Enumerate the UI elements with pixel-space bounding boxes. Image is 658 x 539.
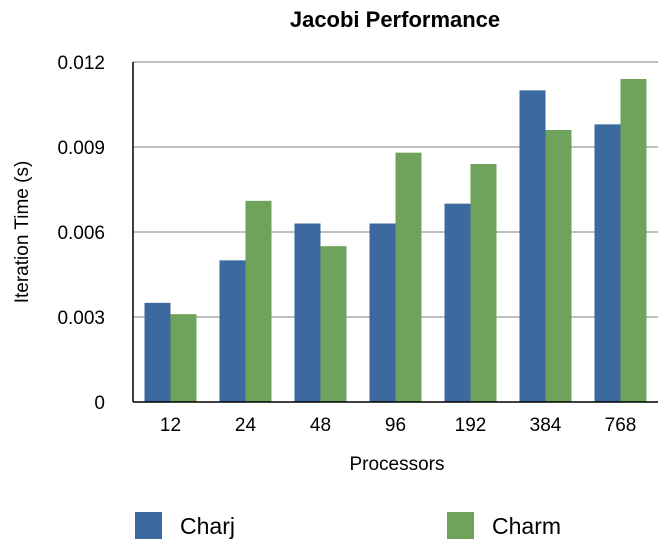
x-tick-label: 12	[160, 415, 181, 436]
bar-charm-384	[545, 130, 572, 402]
y-tick-label: 0.003	[57, 308, 105, 329]
legend-label-charj: Charj	[180, 513, 235, 539]
legend: Charj Charm	[135, 512, 561, 539]
chart-title: Jacobi Performance	[290, 7, 500, 32]
bar-charj-12	[144, 302, 171, 402]
bar-charj-24	[219, 260, 246, 402]
x-tick-label: 96	[385, 415, 406, 436]
y-tick-label: 0.012	[57, 53, 105, 74]
bar-charj-96	[369, 223, 396, 402]
bar-charj-768	[594, 124, 621, 402]
legend-swatch-charj	[135, 512, 162, 539]
x-tick-label: 192	[455, 415, 487, 436]
bar-charj-192	[444, 203, 471, 402]
x-tick-label: 24	[235, 415, 257, 436]
bar-charm-192	[470, 164, 497, 402]
legend-swatch-charm	[447, 512, 474, 539]
y-tick-label: 0.006	[57, 223, 105, 244]
y-tick-label: 0	[94, 393, 105, 414]
bar-charm-24	[245, 200, 272, 402]
axes	[132, 62, 658, 403]
bar-charm-96	[395, 152, 422, 402]
bar-charj-48	[294, 223, 321, 402]
bar-charm-12	[170, 314, 197, 402]
x-tick-label: 384	[530, 415, 562, 436]
y-axis-label: Iteration Time (s)	[12, 161, 33, 304]
x-tick-label: 48	[310, 415, 331, 436]
x-axis-label: Processors	[349, 454, 444, 475]
bar-charm-48	[320, 246, 347, 402]
x-tick-label: 768	[605, 415, 637, 436]
bar-charj-384	[519, 90, 546, 402]
x-tick-labels: 12 24 48 96 192 384 768	[160, 415, 636, 436]
y-tick-labels: 0 0.003 0.006 0.009 0.012	[57, 53, 105, 414]
bar-charm-768	[620, 79, 647, 402]
legend-label-charm: Charm	[492, 513, 561, 539]
y-tick-label: 0.009	[57, 138, 105, 159]
bars	[144, 79, 647, 402]
